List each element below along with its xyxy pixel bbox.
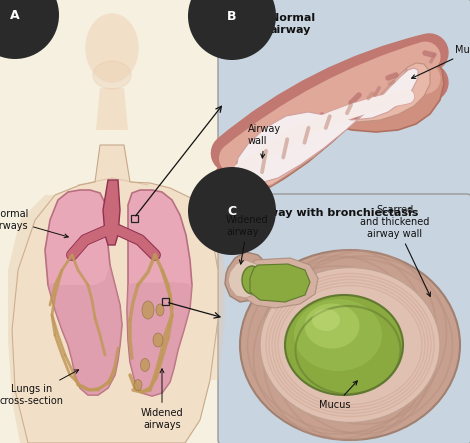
Ellipse shape: [242, 266, 262, 294]
Polygon shape: [48, 265, 122, 395]
Polygon shape: [96, 88, 128, 130]
Polygon shape: [103, 180, 120, 245]
Text: Lungs in
cross-section: Lungs in cross-section: [0, 370, 78, 406]
Text: C: C: [227, 205, 236, 218]
Polygon shape: [250, 264, 310, 302]
Text: Normal
airway: Normal airway: [270, 13, 315, 35]
Polygon shape: [224, 58, 444, 195]
Text: B: B: [227, 9, 237, 23]
Ellipse shape: [294, 299, 382, 371]
Text: Widened
airway: Widened airway: [226, 215, 269, 264]
Polygon shape: [228, 260, 262, 298]
Polygon shape: [12, 145, 218, 443]
Text: Normal
airways: Normal airways: [0, 209, 68, 238]
Ellipse shape: [260, 268, 440, 423]
FancyArrowPatch shape: [234, 78, 425, 180]
Polygon shape: [244, 258, 318, 308]
Ellipse shape: [153, 333, 163, 347]
Polygon shape: [127, 282, 192, 396]
Ellipse shape: [142, 301, 154, 319]
FancyBboxPatch shape: [218, 0, 470, 200]
FancyArrowPatch shape: [240, 97, 407, 170]
Text: Scarred
and thickened
airway wall: Scarred and thickened airway wall: [360, 206, 431, 296]
Polygon shape: [45, 190, 122, 395]
Ellipse shape: [312, 309, 340, 331]
Text: Muscle: Muscle: [412, 45, 470, 78]
Text: Airway with bronchiectasis: Airway with bronchiectasis: [250, 208, 418, 218]
Bar: [131, 215, 138, 222]
Polygon shape: [8, 195, 55, 443]
Ellipse shape: [240, 250, 460, 440]
FancyArrowPatch shape: [240, 97, 407, 170]
Ellipse shape: [141, 358, 149, 372]
Polygon shape: [225, 252, 270, 302]
Ellipse shape: [305, 303, 360, 349]
Text: Mucus: Mucus: [319, 381, 357, 410]
Ellipse shape: [134, 380, 142, 390]
FancyArrowPatch shape: [230, 82, 429, 183]
Polygon shape: [232, 63, 430, 188]
FancyArrowPatch shape: [230, 53, 429, 153]
Text: A: A: [10, 8, 20, 22]
Polygon shape: [127, 190, 192, 396]
Ellipse shape: [156, 304, 164, 316]
Ellipse shape: [86, 14, 138, 82]
Ellipse shape: [93, 61, 131, 89]
Text: Widened
airways: Widened airways: [141, 369, 183, 430]
FancyArrowPatch shape: [234, 57, 425, 158]
Ellipse shape: [285, 295, 403, 395]
FancyBboxPatch shape: [218, 194, 470, 443]
Text: Airway
wall: Airway wall: [248, 124, 281, 158]
Bar: [162, 298, 169, 305]
Polygon shape: [236, 68, 418, 183]
Polygon shape: [210, 220, 225, 380]
